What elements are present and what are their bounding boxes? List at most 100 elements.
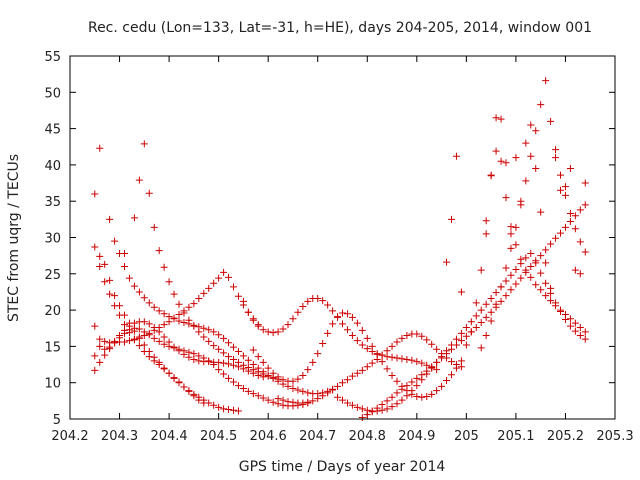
data-point xyxy=(408,356,416,364)
data-point xyxy=(210,401,218,409)
data-point xyxy=(512,154,520,162)
data-point xyxy=(452,152,460,160)
data-point xyxy=(264,328,272,336)
data-point xyxy=(532,127,540,135)
data-point xyxy=(502,277,510,285)
data-point xyxy=(581,201,589,209)
data-point xyxy=(527,273,535,281)
data-point xyxy=(274,395,282,403)
data-point xyxy=(150,303,158,311)
data-point xyxy=(522,266,530,274)
data-point xyxy=(512,241,520,249)
data-point xyxy=(121,249,128,257)
data-point xyxy=(527,121,535,129)
data-point xyxy=(557,229,564,237)
data-point xyxy=(195,294,203,302)
data-point xyxy=(358,414,366,422)
data-point xyxy=(91,352,99,360)
data-point xyxy=(537,101,545,109)
data-point xyxy=(220,405,228,413)
data-point xyxy=(130,214,138,222)
data-point xyxy=(111,292,119,300)
data-point xyxy=(487,317,495,325)
data-point xyxy=(111,339,119,347)
data-point xyxy=(537,286,545,294)
data-point xyxy=(413,330,421,338)
data-point xyxy=(259,370,267,378)
data-point xyxy=(353,403,361,411)
data-point xyxy=(462,332,470,340)
data-point xyxy=(393,389,401,397)
data-point xyxy=(130,282,138,290)
data-point xyxy=(339,379,346,387)
chart-title: Rec. cedu (Lon=133, Lat=-31, h=HE), days… xyxy=(88,20,592,36)
data-point xyxy=(502,159,510,167)
data-point xyxy=(571,319,579,327)
data-point xyxy=(403,382,411,390)
data-point xyxy=(557,306,564,314)
data-point xyxy=(145,320,153,328)
data-point xyxy=(195,352,203,360)
data-point xyxy=(497,283,505,291)
data-point xyxy=(393,400,401,408)
data-point xyxy=(348,332,356,340)
y-tick-label: 40 xyxy=(44,159,61,174)
data-point xyxy=(403,332,411,340)
data-point xyxy=(91,366,99,374)
data-point xyxy=(566,210,574,218)
data-point xyxy=(269,398,277,406)
data-point xyxy=(215,345,223,353)
data-point xyxy=(165,313,173,321)
data-point xyxy=(477,344,485,352)
data-point xyxy=(200,324,208,332)
x-tick-label: 205.2 xyxy=(547,429,584,444)
data-point xyxy=(304,389,312,397)
data-point xyxy=(482,230,490,238)
data-point xyxy=(140,328,148,336)
data-point xyxy=(294,308,302,316)
data-point xyxy=(96,335,104,343)
x-axis-title: GPS time / Days of year 2014 xyxy=(239,459,446,475)
data-point xyxy=(324,329,332,337)
data-point xyxy=(190,322,198,330)
data-point xyxy=(413,382,421,390)
data-point xyxy=(185,316,193,324)
data-point xyxy=(566,322,574,330)
data-point xyxy=(96,342,104,350)
data-point xyxy=(106,345,114,353)
data-point xyxy=(319,392,327,400)
data-point xyxy=(180,318,188,326)
data-point xyxy=(358,341,366,349)
data-point xyxy=(448,345,455,353)
data-point xyxy=(571,266,579,274)
data-point xyxy=(477,266,485,274)
data-point xyxy=(348,313,356,321)
data-point xyxy=(299,399,307,407)
data-point xyxy=(91,322,99,330)
data-point xyxy=(448,358,455,366)
data-point xyxy=(512,280,520,288)
data-point xyxy=(482,217,490,225)
y-tick-label: 20 xyxy=(44,304,61,319)
data-point xyxy=(428,363,436,371)
data-point xyxy=(185,303,193,311)
data-point xyxy=(472,299,480,307)
data-point xyxy=(457,363,465,371)
data-point xyxy=(205,284,213,292)
data-point xyxy=(443,377,451,385)
data-point xyxy=(170,290,178,298)
data-point xyxy=(249,390,257,398)
data-point xyxy=(230,283,237,291)
data-point xyxy=(299,302,307,310)
x-tick-label: 205.1 xyxy=(497,429,534,444)
data-point xyxy=(492,114,500,122)
data-point xyxy=(254,392,262,400)
data-point xyxy=(150,357,158,365)
data-point xyxy=(497,157,505,165)
data-point xyxy=(125,337,133,345)
data-point xyxy=(225,353,233,361)
data-point xyxy=(398,385,406,393)
data-point xyxy=(101,351,109,359)
data-point xyxy=(388,371,396,379)
